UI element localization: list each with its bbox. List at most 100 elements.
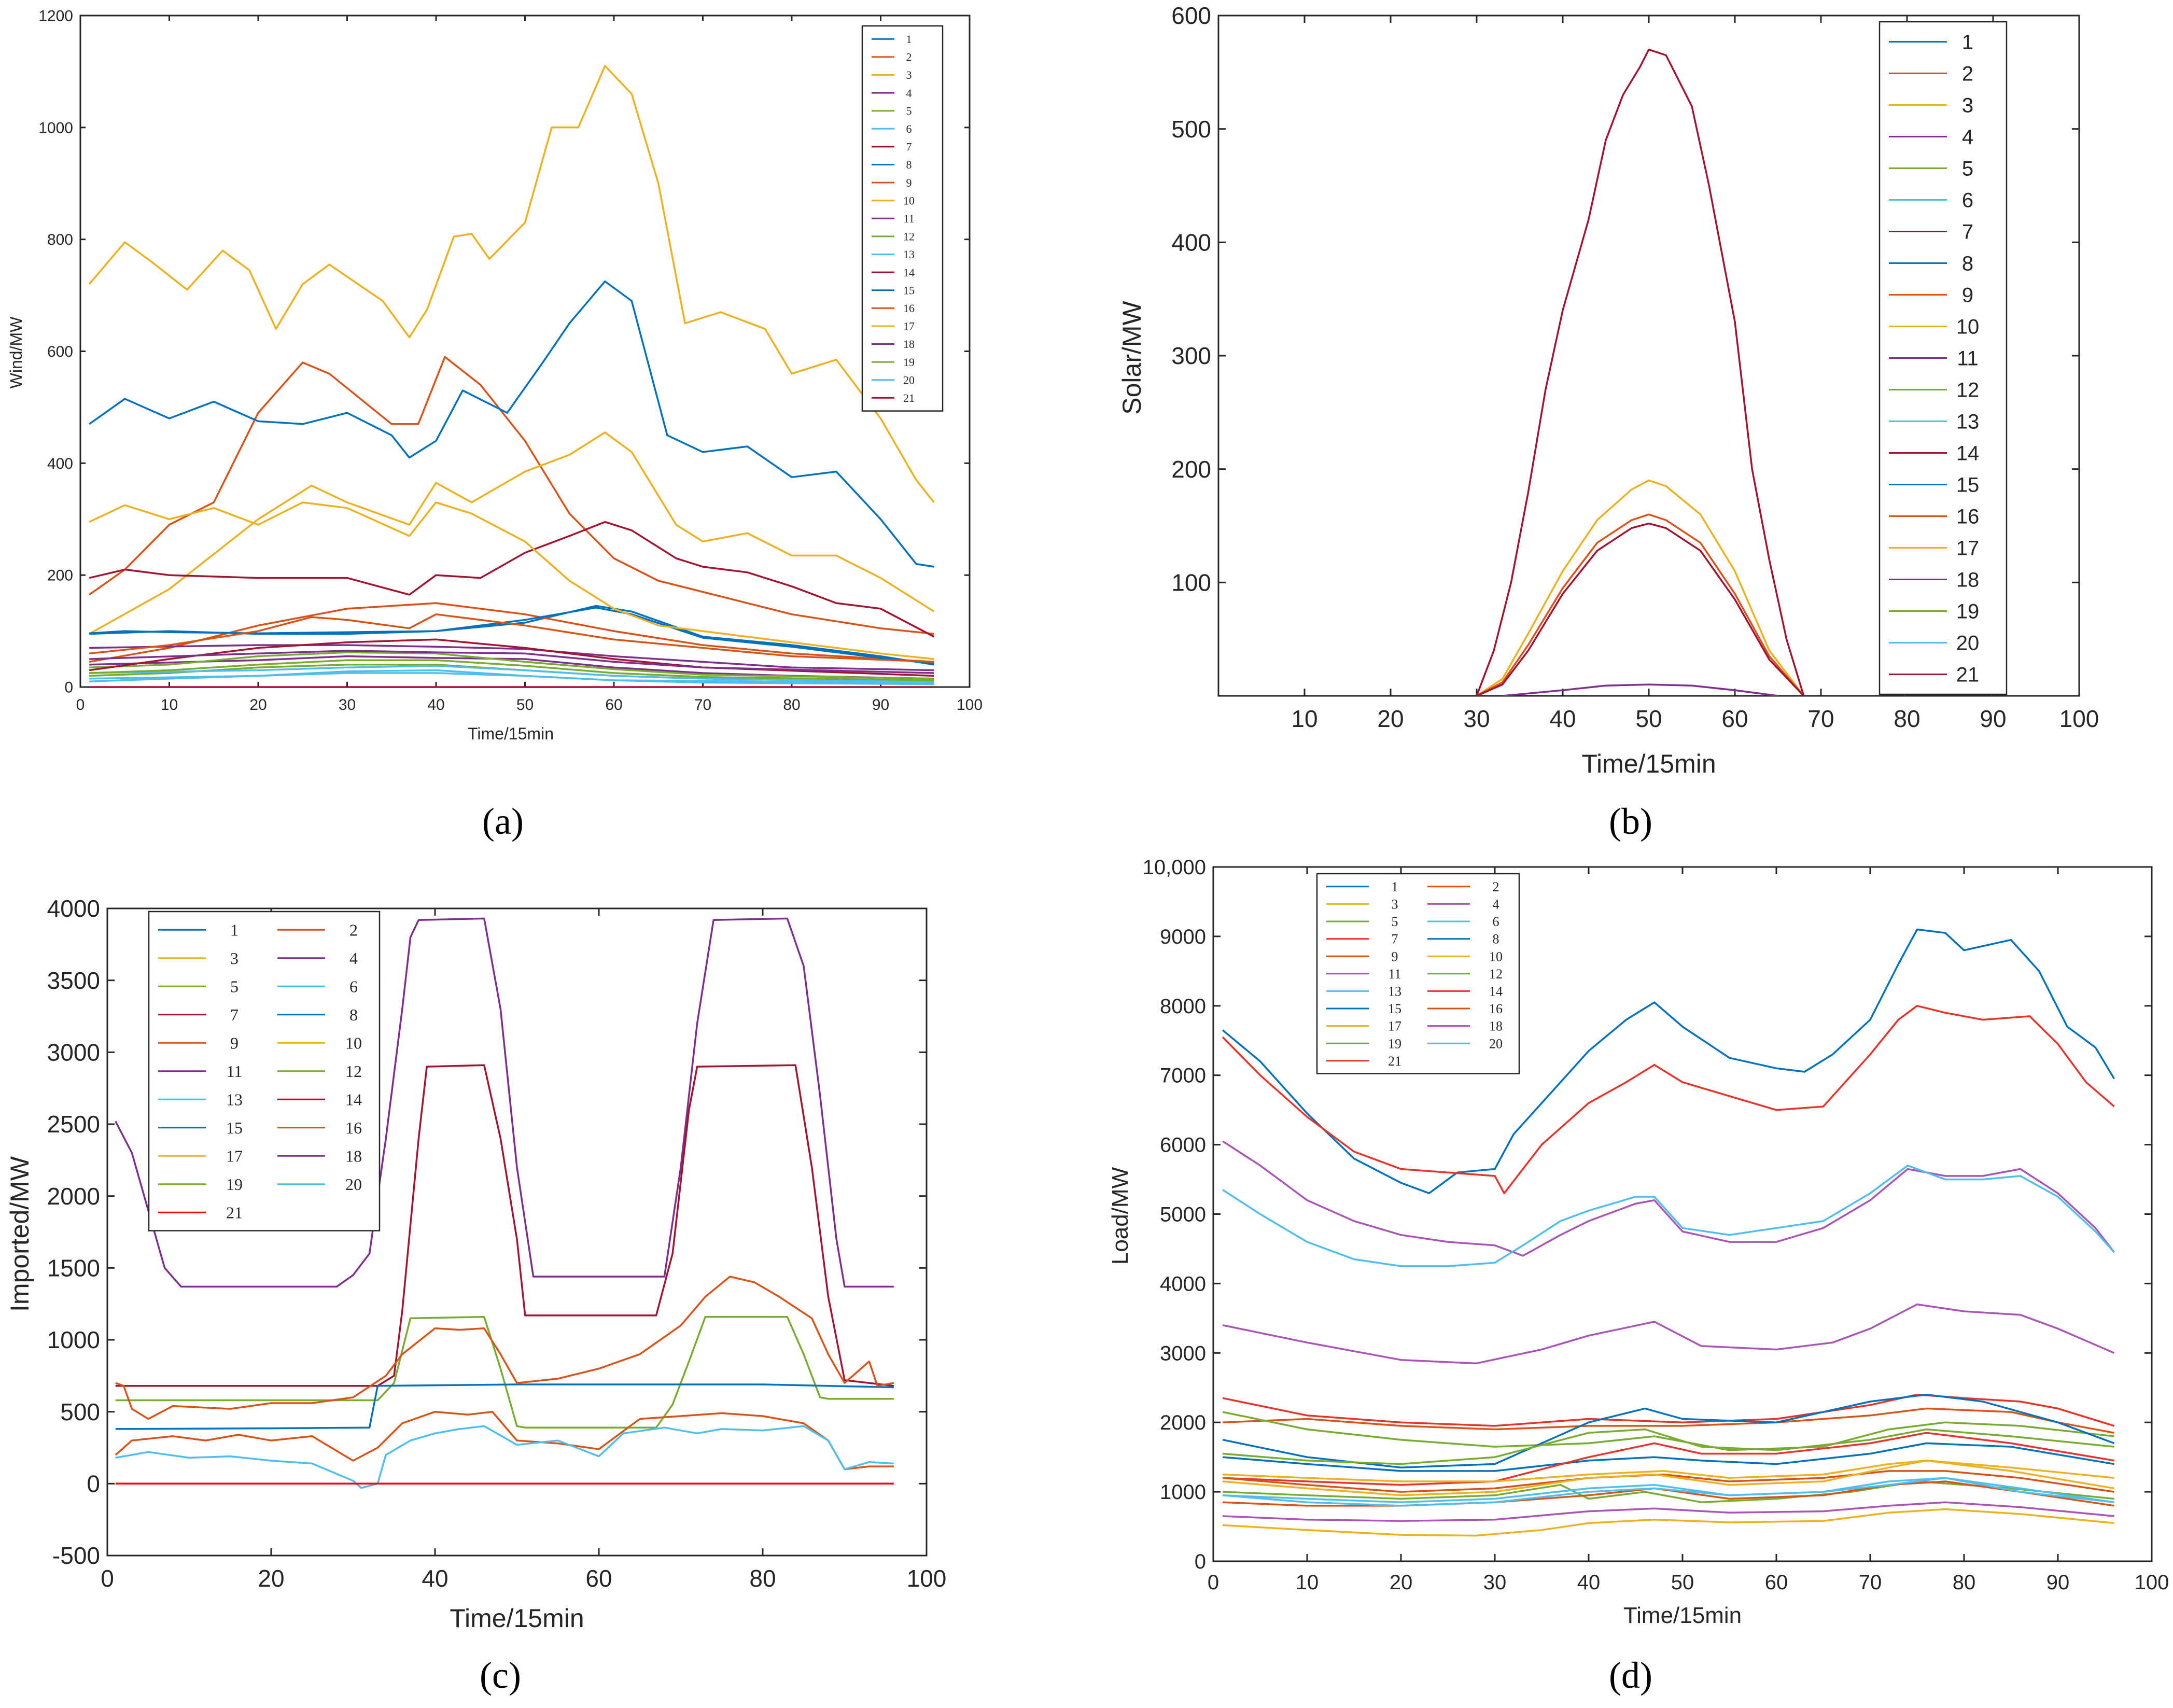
legend-label-c: 7 bbox=[230, 1005, 239, 1024]
x-tick-label-d: 20 bbox=[1390, 1571, 1413, 1594]
legend-label-b: 6 bbox=[1962, 189, 1973, 212]
x-tick-label-d: 30 bbox=[1483, 1571, 1507, 1594]
legend-label-d: 14 bbox=[1489, 984, 1503, 999]
y-tick-label-b: 600 bbox=[1171, 2, 1211, 29]
legend-label-d: 8 bbox=[1493, 932, 1499, 947]
legend-label-b: 1 bbox=[1962, 31, 1973, 54]
x-axis-label-a: Time/15min bbox=[468, 724, 554, 743]
legend-label-c: 18 bbox=[345, 1146, 362, 1165]
caption-c: (c) bbox=[480, 1655, 521, 1696]
x-tick-label-c: 60 bbox=[585, 1565, 612, 1592]
y-axis-label-a: Wind/MW bbox=[7, 316, 25, 388]
legend-label-c: 9 bbox=[230, 1033, 239, 1052]
x-tick-label-a: 90 bbox=[872, 696, 889, 713]
series-line-d-4 bbox=[1222, 1303, 2115, 1365]
legend-label-a: 10 bbox=[903, 194, 915, 207]
legend-label-c: 19 bbox=[226, 1175, 243, 1194]
legend-label-c: 14 bbox=[345, 1090, 362, 1109]
legend-label-a: 20 bbox=[903, 373, 915, 386]
y-tick-label-d: 9000 bbox=[1160, 926, 1206, 948]
y-tick-label-a: 1000 bbox=[38, 119, 73, 136]
x-tick-label-d: 80 bbox=[1953, 1571, 1976, 1594]
series-line-c-18 bbox=[115, 917, 894, 1288]
x-tick-label-b: 70 bbox=[1807, 705, 1834, 732]
legend-label-a: 19 bbox=[903, 356, 915, 369]
y-tick-label-d: 1000 bbox=[1160, 1481, 1206, 1504]
panel-d: 0 10 20 30 40 50 60 70 80 90 100010002000300040005… bbox=[1107, 856, 2169, 1696]
series-line-a-15 bbox=[89, 607, 934, 665]
series-line-d-15 bbox=[1222, 1393, 2115, 1468]
series-line-a-8 bbox=[89, 280, 934, 568]
series-group-b bbox=[1476, 48, 1805, 696]
series-line-a-3 bbox=[89, 431, 935, 635]
legend-label-b: 12 bbox=[1956, 379, 1980, 402]
y-tick-label-d: 3000 bbox=[1160, 1342, 1206, 1365]
series-line-d-19 bbox=[1222, 1428, 2114, 1465]
x-tick-label-b: 50 bbox=[1635, 705, 1662, 732]
series-line-a-2 bbox=[89, 356, 934, 635]
legend-label-a: 1 bbox=[906, 33, 912, 46]
y-tick-label-c: 0 bbox=[87, 1470, 100, 1497]
y-tick-label-b: 100 bbox=[1171, 569, 1211, 596]
y-tick-label-d: 4000 bbox=[1160, 1272, 1206, 1295]
y-tick-label-d: 0 bbox=[1195, 1550, 1206, 1573]
legend-label-b: 15 bbox=[1956, 474, 1980, 497]
y-tick-label-c: -500 bbox=[52, 1542, 100, 1569]
legend-label-d: 7 bbox=[1392, 932, 1398, 947]
panel-b: 10 20 30 40 50 60 70 80 90 100 100 200 300 400 500 600 T… bbox=[1117, 2, 2099, 842]
legend-label-c: 21 bbox=[226, 1203, 243, 1222]
legend-label-c: 13 bbox=[226, 1090, 243, 1109]
legend-label-a: 8 bbox=[906, 158, 912, 171]
series-line-d-6 bbox=[1222, 1477, 2114, 1507]
x-axis-label-c: Time/15min bbox=[450, 1604, 584, 1633]
legend-label-a: 18 bbox=[903, 338, 915, 351]
y-tick-label-b: 500 bbox=[1171, 116, 1211, 143]
y-tick-label-b: 400 bbox=[1171, 229, 1211, 256]
legend-label-a: 9 bbox=[906, 176, 912, 189]
legend-label-b: 17 bbox=[1956, 537, 1980, 560]
y-tick-label-d: 5000 bbox=[1160, 1203, 1206, 1226]
legend-label-a: 3 bbox=[906, 68, 912, 81]
legend-label-c: 8 bbox=[349, 1005, 358, 1024]
series-line-c-12 bbox=[115, 1315, 894, 1429]
x-tick-label-b: 80 bbox=[1894, 705, 1920, 732]
legend-label-b: 9 bbox=[1962, 284, 1973, 307]
y-axis-label-c: Imported/MW bbox=[5, 1156, 34, 1312]
legend-label-d: 4 bbox=[1493, 897, 1499, 912]
x-tick-label-d: 10 bbox=[1296, 1571, 1319, 1594]
panel-c: 0 20 40 60 80 100-500050010001500200025003000… bbox=[5, 895, 946, 1696]
legend-label-a: 7 bbox=[906, 141, 912, 153]
legend-label-a: 11 bbox=[903, 212, 914, 225]
x-tick-label-c: 0 bbox=[101, 1565, 114, 1592]
y-tick-label-c: 2500 bbox=[47, 1111, 100, 1138]
series-line-b-11 bbox=[1502, 683, 1778, 696]
y-tick-label-d: 10,000 bbox=[1143, 856, 1206, 879]
x-tick-label-a: 70 bbox=[694, 696, 711, 713]
legend-label-a: 14 bbox=[903, 266, 915, 279]
legend-label-d: 5 bbox=[1392, 914, 1398, 929]
y-tick-label-b: 200 bbox=[1171, 456, 1211, 483]
x-tick-label-b: 40 bbox=[1549, 705, 1576, 732]
legend-label-d: 3 bbox=[1392, 897, 1398, 912]
x-tick-label-b: 20 bbox=[1377, 705, 1404, 732]
series-line-a-18 bbox=[89, 650, 934, 674]
legend-label-b: 2 bbox=[1962, 63, 1973, 86]
legend-label-c: 17 bbox=[226, 1146, 243, 1165]
series-line-d-17 bbox=[1222, 1460, 2114, 1496]
series-line-a-12 bbox=[89, 651, 934, 680]
legend-label-b: 3 bbox=[1962, 94, 1973, 117]
y-tick-label-d: 8000 bbox=[1160, 995, 1206, 1018]
series-line-c-16 bbox=[115, 1410, 894, 1471]
series-line-a-13 bbox=[89, 665, 934, 682]
legend-label-d: 19 bbox=[1388, 1036, 1401, 1051]
legend-label-d: 13 bbox=[1388, 984, 1401, 999]
y-tick-label-c: 500 bbox=[60, 1398, 100, 1425]
x-axis-label-b: Time/15min bbox=[1581, 749, 1716, 778]
legend-label-d: 10 bbox=[1489, 949, 1503, 964]
legend-label-b: 4 bbox=[1962, 126, 1973, 149]
series-line-d-9 bbox=[1223, 1407, 2114, 1434]
series-line-d-18 bbox=[1223, 1501, 2114, 1522]
legend-label-a: 16 bbox=[903, 302, 915, 315]
y-tick-label-c: 3500 bbox=[47, 967, 100, 994]
